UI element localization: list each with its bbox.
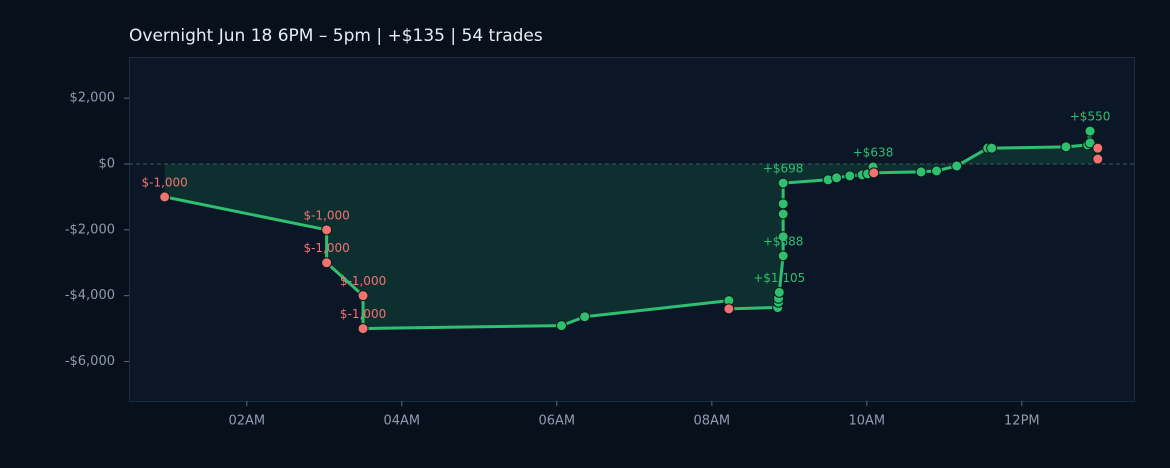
annotation: +$638 [853,145,894,159]
point [831,172,843,184]
y-tick-label: -$2,000 [65,222,115,237]
x-tick-label: 12PM [1004,414,1040,429]
point [357,290,369,302]
point [844,170,856,182]
point [777,208,789,220]
point [1084,125,1096,137]
annotation: +$688 [763,234,804,248]
point [777,177,789,189]
y-tick-label: -$4,000 [65,288,115,303]
x-tick-label: 10AM [849,414,886,429]
point [723,303,735,315]
annotation: $-1,000 [340,274,386,288]
area [164,131,1098,329]
point [321,224,333,236]
point [159,191,171,203]
point [1092,153,1104,165]
point [579,311,591,323]
annotation: +$1,105 [753,271,805,285]
x-tick-label: 04AM [383,414,420,429]
annotation: $-1,000 [303,208,349,222]
y-tick-label: $0 [98,156,115,171]
annotation: $-1,000 [303,241,349,255]
point [773,286,785,298]
point [868,167,880,179]
point [777,250,789,262]
annotation: +$698 [763,162,804,176]
point [931,165,943,177]
point [777,198,789,210]
point [555,320,567,332]
x-tick-label: 08AM [694,414,731,429]
point [357,323,369,335]
point [321,257,333,269]
y-tick-label: $2,000 [70,91,116,106]
x-tick-label: 06AM [538,414,575,429]
point [777,231,789,243]
point [1084,137,1096,149]
x-tick-label: 02AM [228,414,265,429]
annotation: $-1,000 [141,175,187,189]
annotation: $-1,000 [340,307,386,321]
point [1092,142,1104,154]
chart-title: Overnight Jun 18 6PM – 5pm | +$135 | 54 … [129,26,543,46]
point [951,160,963,172]
point [986,142,998,154]
annotation: +$550 [1070,110,1111,124]
point [915,166,927,178]
y-tick-label: -$6,000 [65,354,115,369]
point [1060,141,1072,153]
